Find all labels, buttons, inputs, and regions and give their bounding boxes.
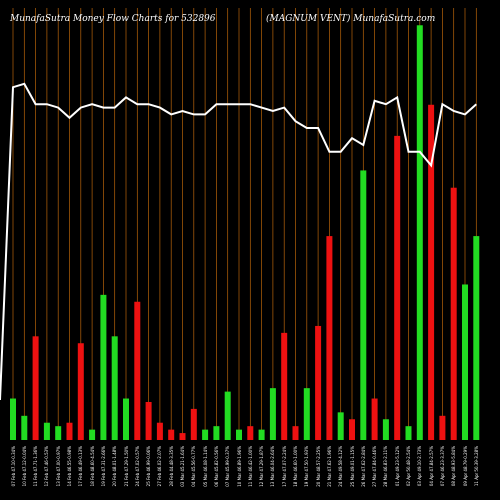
x-tick-label: 10 Feb 47.12-0.04% <box>21 446 27 487</box>
money-flow-bar <box>281 332 288 440</box>
money-flow-bar <box>224 391 231 440</box>
x-tick-label: 10 Mar 46.89-1.96% <box>236 446 242 487</box>
x-tick-label: 21 Mar 47.62-1.96% <box>326 446 332 487</box>
x-tick-label: 03 Apr 49.10-2.73% <box>417 446 423 487</box>
money-flow-bar <box>100 294 107 440</box>
money-flow-bar <box>473 236 480 440</box>
x-tick-label: 18 Mar 46.60-1.00% <box>293 446 298 487</box>
x-tick-label: 11 Feb 47.71-1.36% <box>33 446 39 487</box>
money-flow-bar <box>382 419 389 440</box>
chart-title-left: MunafaSutra Money Flow Charts for 532896 <box>10 14 216 24</box>
money-flow-bar <box>213 426 220 440</box>
x-tick-label: 19 Feb 47.31-2.66% <box>100 446 106 487</box>
x-tick-label: 19 Mar 47.50-1.93% <box>304 446 310 487</box>
money-flow-bar <box>190 408 197 440</box>
money-flow-bar <box>134 301 141 440</box>
x-tick-label: 18 Feb 48.60-4.54% <box>89 446 95 487</box>
money-flow-bar <box>349 419 355 440</box>
money-flow-bar <box>156 422 163 440</box>
money-flow-bar <box>360 170 367 440</box>
x-tick-label: 04 Apr 47.84-2.57% <box>428 446 434 487</box>
money-flow-bar <box>123 398 129 440</box>
money-flow-bar <box>269 388 276 440</box>
money-flow-bar <box>371 398 378 440</box>
x-tick-label: 06 Mar 45.82-0.56% <box>213 446 219 487</box>
x-tick-label: 14 Feb 46.55-0.98% <box>67 446 72 487</box>
x-tick-label: 26 Mar 47.62-2.84% <box>360 446 366 487</box>
money-flow-bar <box>303 388 310 440</box>
x-tick-label: 13 Mar 46.04-2.64% <box>270 446 276 487</box>
money-flow-bar <box>77 343 84 440</box>
money-flow-bar <box>428 104 435 440</box>
x-tick-label: 25 Mar 49.01-1.15% <box>349 446 355 487</box>
x-tick-label: 12 Mar 47.29-1.87% <box>259 446 265 487</box>
x-tick-label: 27 Feb 46.02-2.07% <box>157 446 163 487</box>
money-flow-line <box>0 82 477 401</box>
x-tick-label: 28 Feb 44.48-3.35% <box>168 446 174 487</box>
x-tick-label: 24 Mar 49.58-4.12% <box>338 446 344 487</box>
money-flow-bar <box>179 433 186 440</box>
x-tick-label: 07 Apr 46.23-3.37% <box>439 446 445 487</box>
money-flow-bar <box>202 429 209 440</box>
x-tick-label: 25 Feb 46.99-0.06% <box>146 446 152 487</box>
money-flow-bar <box>111 336 118 440</box>
money-flow-bar <box>32 336 39 440</box>
x-tick-label: 09 Apr 48.79-0.29% <box>462 446 468 487</box>
x-tick-label: 13 Feb 47.00-0.97% <box>55 446 61 487</box>
x-tick-label: 05 Mar 46.08-1.14% <box>202 446 208 487</box>
money-flow-bar <box>292 426 299 440</box>
x-tick-label: 20 Mar 48.57-2.25% <box>315 446 321 487</box>
x-tick-label: 08 Apr 48.93-5.84% <box>451 446 457 487</box>
money-flow-bar <box>315 325 322 440</box>
money-flow-bar <box>236 429 242 440</box>
x-tick-label: 20 Feb 48.01-1.48% <box>112 446 118 487</box>
money-flow-bar <box>450 187 457 440</box>
money-flow-bar <box>145 401 152 440</box>
money-flow-bar <box>439 415 446 440</box>
x-tick-label: 02 Apr 50.48-2.54% <box>406 446 411 487</box>
money-flow-bar <box>405 426 412 440</box>
money-flow-bar <box>326 236 333 440</box>
money-flow-bar <box>168 429 175 440</box>
money-flow-bar <box>247 426 254 440</box>
x-tick-label: 07 Feb 47.10-0.34% <box>10 446 16 487</box>
x-tick-label: 27 Mar 47.84-0.46% <box>372 446 378 487</box>
x-tick-label: 03 Mar 45.21-1.64% <box>180 446 185 487</box>
money-flow-bar <box>462 284 468 440</box>
x-tick-label: 11 Mar 46.42-1.00% <box>247 446 253 487</box>
money-flow-bar <box>66 422 73 440</box>
x-tick-label: 07 Mar 45.99-0.37% <box>225 446 231 487</box>
x-tick-label: 28 Mar 46.83-2.11% <box>383 446 389 487</box>
money-flow-bar <box>394 135 401 440</box>
chart-title-right: (MAGNUM VENT) MunafaSutra.com <box>266 14 436 24</box>
money-flow-bar <box>416 25 423 441</box>
x-tick-label: 21 Feb 47.29-1.50% <box>123 446 129 487</box>
x-tick-label: 24 Feb 47.02-0.57% <box>134 446 140 487</box>
money-flow-bar <box>89 429 96 440</box>
x-tick-label: 17 Mar 47.07-2.24% <box>281 446 287 487</box>
x-tick-label: 17 Feb 46.49-0.13% <box>78 446 84 487</box>
money-flow-bar <box>43 422 50 440</box>
x-tick-label: 01 Apr 49.23-5.12% <box>394 446 400 487</box>
x-tick-label: 11 Apr 50.39-3.28% <box>473 446 479 487</box>
x-tick-label: 04 Mar 45.56-0.77% <box>191 446 197 487</box>
x-tick-label: 12 Feb 47.46-0.53% <box>44 446 50 487</box>
money-flow-bar <box>21 415 28 440</box>
money-flow-bar <box>258 429 265 440</box>
money-flow-bar <box>55 426 62 440</box>
money-flow-bar <box>337 412 344 440</box>
money-flow-bar <box>10 398 16 440</box>
